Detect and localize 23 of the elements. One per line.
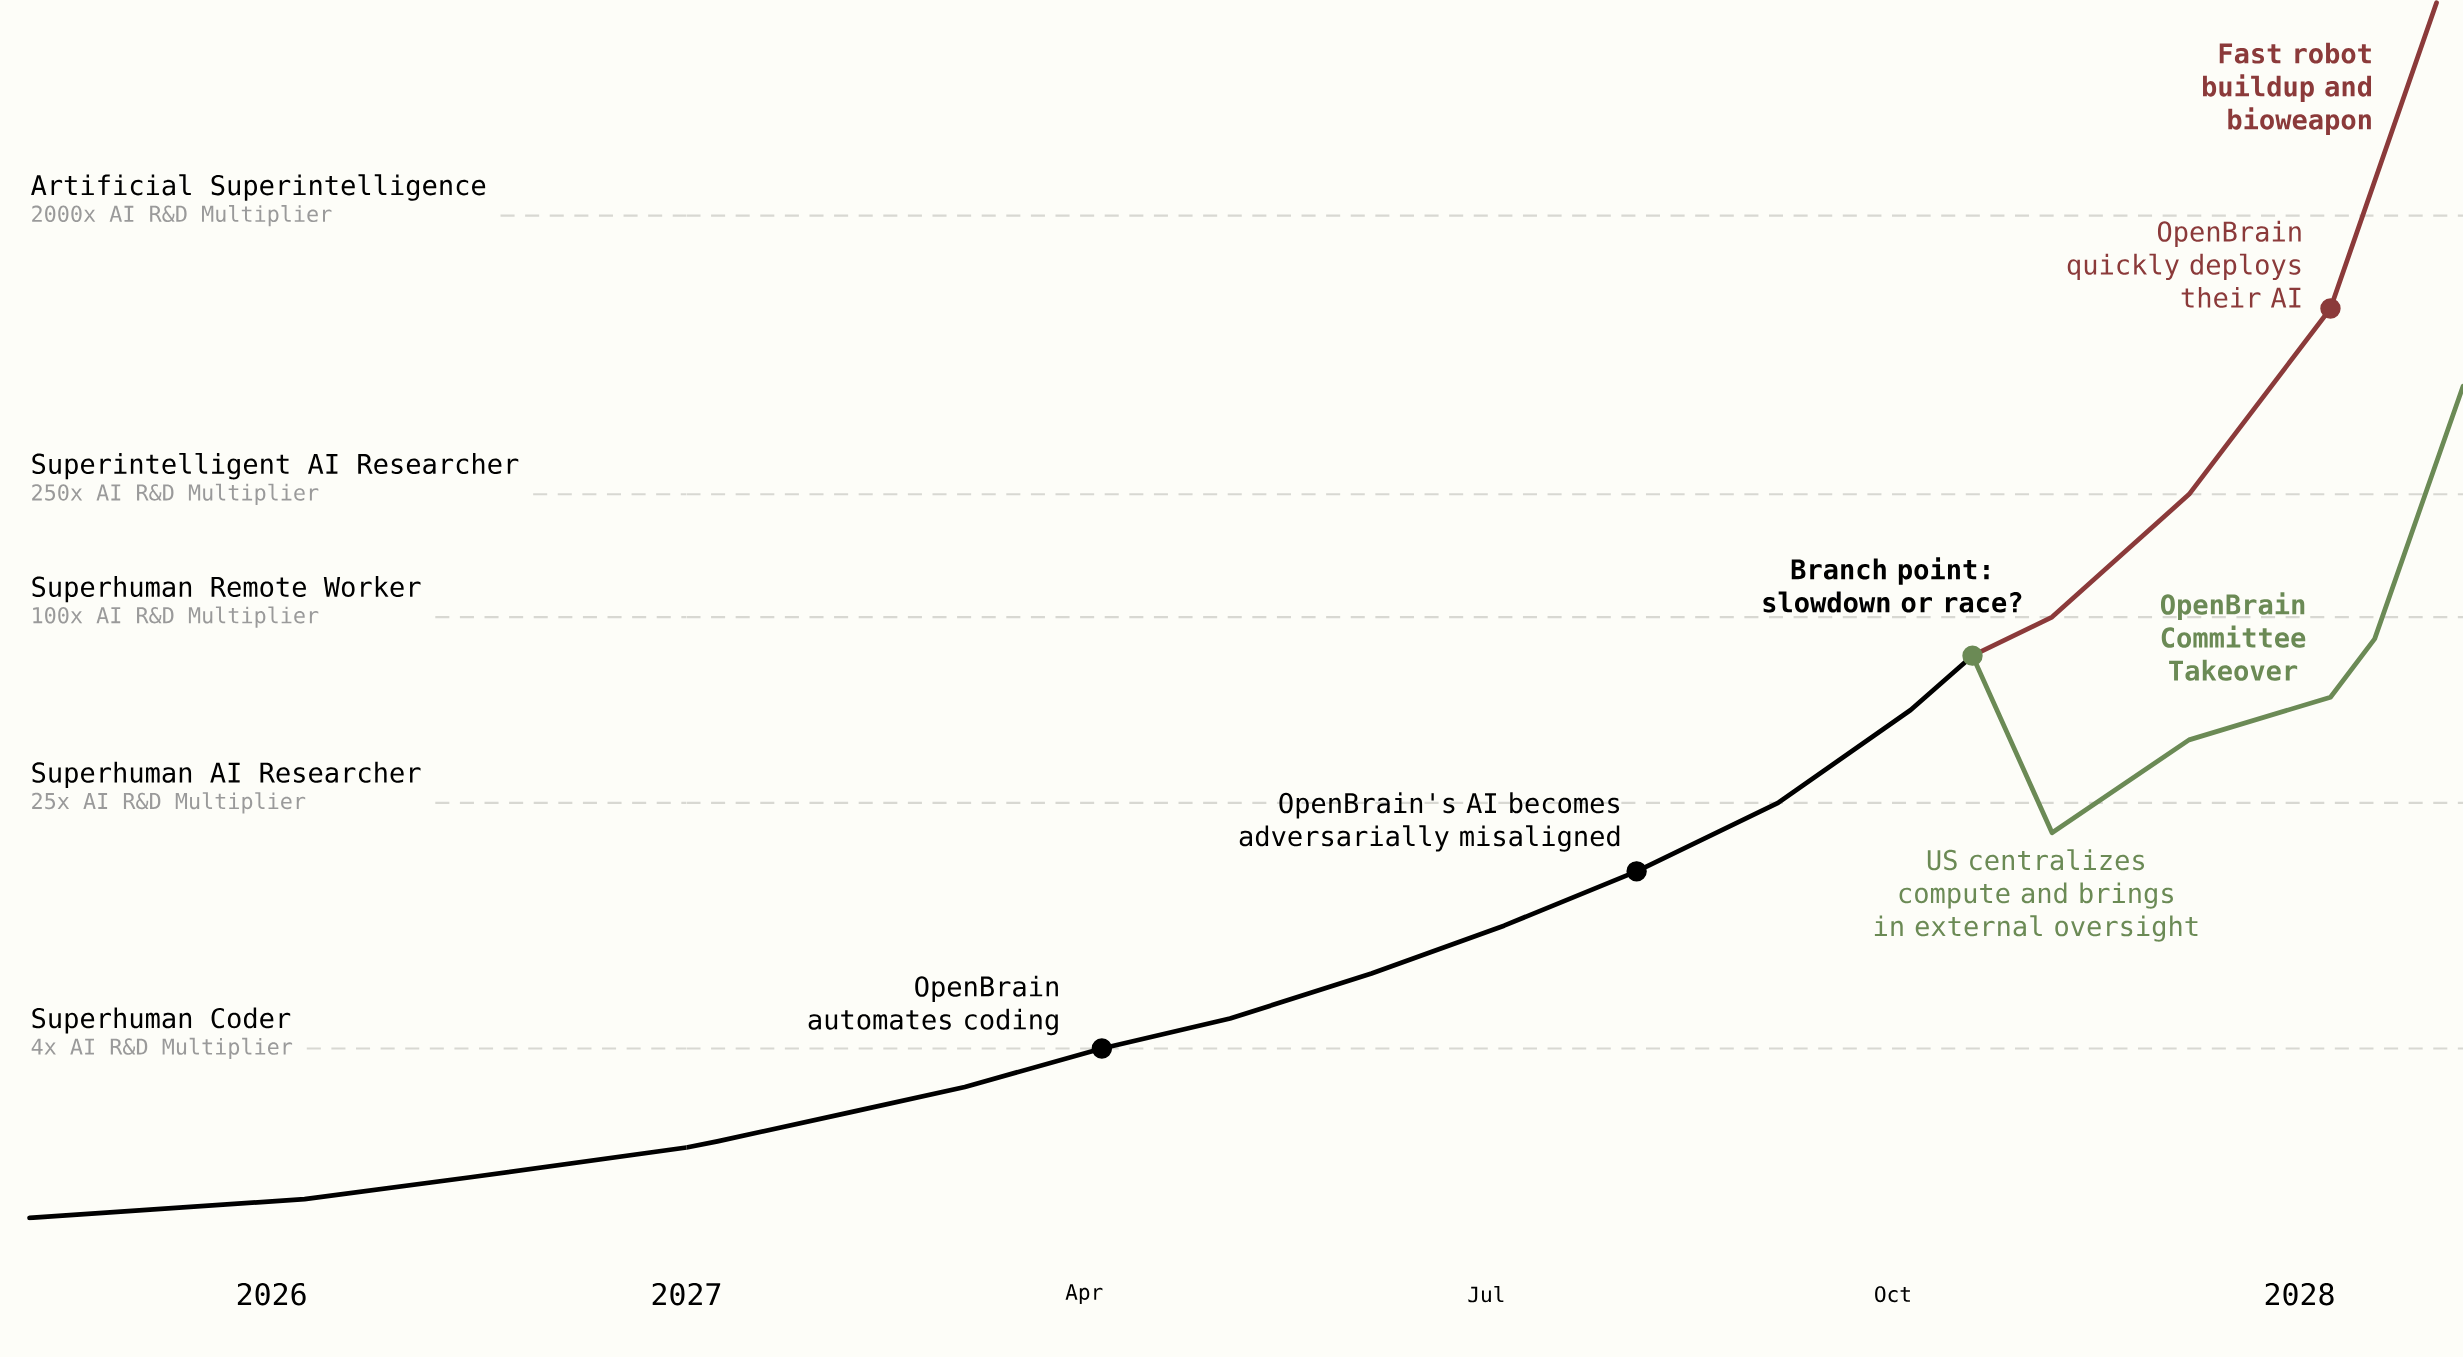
x-tick-label: Apr <box>1065 1284 1103 1305</box>
y-tick-label: 250x AI R&D Multiplier <box>32 483 319 505</box>
ref-line-label: Superhuman AI Researcher <box>32 761 421 789</box>
ref-line-label: Superhuman Coder <box>32 1007 291 1034</box>
y-tick-label: 4x AI R&D Multiplier <box>31 1037 293 1060</box>
annotation: Fast robot buildup and bioweapon <box>2203 42 2372 135</box>
ref-line-label: Artificial Superintelligence <box>31 174 486 201</box>
annotation: OpenBrain automates coding <box>808 975 1058 1036</box>
y-tick-label: 100x AI R&D Multiplier <box>33 606 319 628</box>
annotation: OpenBrain quickly deploys their AI <box>2067 220 2301 308</box>
x-tick-label: 2027 <box>652 1282 721 1306</box>
annotation: OpenBrain Committee Takeover <box>2160 592 2306 681</box>
y-tick-label: 25x AI R&D Multiplier <box>32 792 306 814</box>
annotation: Branch point: slowdown or race? <box>1763 557 2022 613</box>
x-tick-label: 2028 <box>2265 1282 2334 1306</box>
x-tick-label: Oct <box>1875 1286 1910 1303</box>
x-tick-label: Jul <box>1468 1285 1504 1303</box>
ref-line-label: Superintelligent AI Researcher <box>32 452 519 480</box>
ref-line-label: Superhuman Remote Worker <box>32 576 421 603</box>
annotation: OpenBrain's AI becomes adversarially misaligned <box>1239 792 1620 852</box>
annotation: US centralizes compute and brings in external oversight <box>1874 849 2198 942</box>
y-tick-label: 2000x AI R&D Multiplier <box>32 205 332 227</box>
x-tick-label: 2026 <box>237 1282 306 1306</box>
